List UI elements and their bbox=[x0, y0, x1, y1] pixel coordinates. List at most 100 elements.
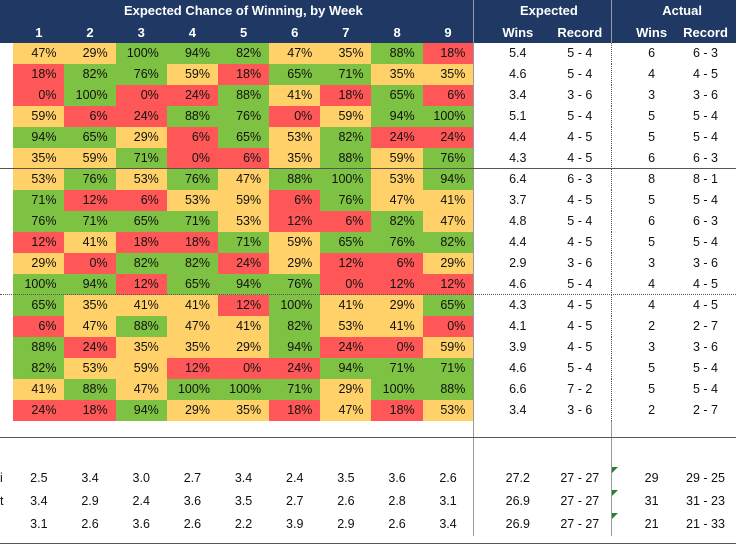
row-spacer bbox=[610, 358, 629, 379]
win-chance-cell: 71% bbox=[13, 190, 65, 211]
win-chance-cell: 82% bbox=[64, 64, 116, 85]
win-chance-cell: 47% bbox=[64, 316, 116, 337]
row-spacer bbox=[610, 295, 629, 316]
week-header-2: 2 bbox=[64, 22, 116, 43]
expected-record-cell: 3 - 6 bbox=[567, 256, 593, 270]
group-header-row: Expected Chance of Winning, by Week Expe… bbox=[0, 0, 736, 22]
summary-actual-record: 21 - 33 bbox=[686, 517, 725, 531]
win-chance-cell: 94% bbox=[217, 274, 270, 295]
win-chance-cell: 94% bbox=[371, 106, 423, 127]
expected-record-cell: 5 - 4 bbox=[567, 214, 593, 228]
summary-row: t 3.4 2.9 2.4 3.6 3.5 2.7 2.6 2.8 3.1 26.9 27 - 27 3… bbox=[0, 490, 736, 513]
win-chance-cell: 59% bbox=[115, 358, 167, 379]
summary-value: 2.7 bbox=[286, 494, 304, 508]
expected-record-cell: 6 - 3 bbox=[567, 172, 593, 186]
win-chance-cell: 6% bbox=[371, 253, 423, 274]
expected-title: Expected bbox=[486, 0, 612, 22]
actual-record-cell: 4 - 5 bbox=[693, 298, 719, 312]
actual-wins-cell: 4 bbox=[648, 277, 656, 291]
win-chance-cell: 47% bbox=[371, 190, 423, 211]
win-chance-cell: 76% bbox=[422, 148, 474, 169]
summary-label: i bbox=[0, 471, 3, 485]
win-chance-cell: 71% bbox=[422, 358, 474, 379]
win-chance-cell: 59% bbox=[13, 106, 65, 127]
row-spacer bbox=[473, 274, 487, 295]
win-chance-cell: 24% bbox=[269, 358, 321, 379]
row-spacer bbox=[610, 148, 629, 169]
win-chance-cell: 47% bbox=[422, 211, 474, 232]
win-chance-cell: 6% bbox=[269, 190, 321, 211]
expected-wins-cell: 4.6 bbox=[509, 361, 527, 375]
spacer-cell bbox=[371, 444, 422, 467]
summary-actual-wins: 21 bbox=[644, 517, 659, 531]
win-chance-cell: 82% bbox=[320, 127, 372, 148]
win-chance-cell: 47% bbox=[115, 379, 167, 400]
weekly-title: Expected Chance of Winning, by Week bbox=[13, 0, 474, 22]
win-chance-cell: 18% bbox=[217, 64, 270, 85]
row-spacer bbox=[610, 127, 629, 148]
row-spacer bbox=[473, 43, 487, 64]
row-spacer bbox=[473, 211, 487, 232]
actual-title: Actual bbox=[628, 0, 736, 22]
spacer-cell bbox=[487, 421, 549, 444]
expected-wins-cell: 4.1 bbox=[509, 319, 527, 333]
actual-record-cell: 5 - 4 bbox=[693, 193, 719, 207]
summary-value: 2.6 bbox=[337, 494, 355, 508]
win-chance-cell: 82% bbox=[371, 211, 423, 232]
expected-record-cell: 3 - 6 bbox=[567, 88, 593, 102]
group-divider-dotted bbox=[0, 294, 736, 295]
win-chance-cell: 82% bbox=[422, 232, 474, 253]
spacer-cell bbox=[423, 444, 474, 467]
win-chance-cell: 29% bbox=[217, 337, 270, 358]
win-chance-cell: 12% bbox=[217, 295, 270, 316]
win-chance-cell: 59% bbox=[422, 337, 474, 358]
row-spacer bbox=[0, 295, 13, 316]
win-chance-cell: 12% bbox=[269, 211, 321, 232]
summary-label bbox=[0, 513, 13, 536]
expected-record-cell: 4 - 5 bbox=[567, 235, 593, 249]
win-chance-cell: 0% bbox=[371, 337, 423, 358]
win-chance-cell: 12% bbox=[13, 232, 65, 253]
actual-wins-cell: 6 bbox=[648, 214, 656, 228]
spacer-cell bbox=[610, 444, 629, 467]
win-chance-cell: 18% bbox=[371, 400, 423, 421]
row-spacer bbox=[0, 106, 13, 127]
row-spacer bbox=[610, 106, 629, 127]
row-spacer bbox=[0, 337, 13, 358]
win-chance-cell: 100% bbox=[371, 379, 423, 400]
win-chance-cell: 29% bbox=[422, 253, 474, 274]
win-chance-cell: 12% bbox=[64, 190, 116, 211]
summary-value: 3.5 bbox=[337, 471, 355, 485]
expected-wins-cell: 4.6 bbox=[509, 277, 527, 291]
summary-value: 2.6 bbox=[439, 471, 457, 485]
expected-wins-cell: 4.4 bbox=[509, 130, 527, 144]
win-chance-cell: 59% bbox=[64, 148, 116, 169]
win-chance-cell: 35% bbox=[217, 400, 270, 421]
expected-wins-cell: 3.4 bbox=[509, 88, 527, 102]
win-chance-cell: 35% bbox=[320, 43, 372, 64]
actual-wins-cell: 5 bbox=[648, 382, 656, 396]
week-header-8: 8 bbox=[371, 22, 423, 43]
win-chance-cell: 88% bbox=[64, 379, 116, 400]
win-chance-cell: 94% bbox=[320, 358, 372, 379]
summary-row: 3.1 2.6 3.6 2.6 2.2 3.9 2.9 2.6 3.4 26.9 27 - 27 21… bbox=[0, 513, 736, 536]
comment-flag-icon bbox=[610, 513, 629, 536]
win-chance-cell: 94% bbox=[115, 400, 167, 421]
win-chance-cell: 94% bbox=[13, 127, 65, 148]
summary-expected-record: 27 - 27 bbox=[560, 517, 600, 531]
summary-expected-wins: 27.2 bbox=[505, 471, 530, 485]
actual-record-cell: 3 - 6 bbox=[693, 340, 719, 354]
win-chance-cell: 53% bbox=[13, 169, 65, 190]
row-spacer bbox=[610, 64, 629, 85]
win-chance-cell: 82% bbox=[13, 358, 65, 379]
win-chance-cell: 71% bbox=[371, 358, 423, 379]
row-spacer bbox=[473, 190, 487, 211]
summary-expected-record: 27 - 27 bbox=[560, 471, 600, 485]
week-header-1: 1 bbox=[13, 22, 65, 43]
win-chance-cell: 29% bbox=[166, 400, 218, 421]
